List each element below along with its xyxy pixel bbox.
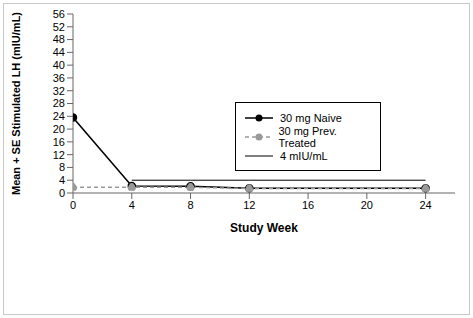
svg-text:24: 24 <box>53 110 65 122</box>
svg-text:16: 16 <box>302 199 314 211</box>
svg-text:Mean + SE Stimulated LH (mIU/m: Mean + SE Stimulated LH (mIU/mL) <box>10 12 22 195</box>
svg-text:40: 40 <box>53 59 65 71</box>
svg-text:12: 12 <box>53 149 65 161</box>
svg-text:4: 4 <box>59 174 65 186</box>
svg-text:0: 0 <box>70 199 76 211</box>
svg-text:12: 12 <box>243 199 255 211</box>
svg-text:52: 52 <box>53 21 65 33</box>
svg-text:4: 4 <box>129 199 135 211</box>
svg-text:36: 36 <box>53 72 65 84</box>
svg-text:16: 16 <box>53 136 65 148</box>
svg-text:32: 32 <box>53 85 65 97</box>
svg-text:8: 8 <box>187 199 193 211</box>
svg-text:28: 28 <box>53 97 65 109</box>
html-text:30 mg Naive: 30 mg Naive <box>280 111 342 124</box>
svg-text:0: 0 <box>59 187 65 199</box>
svg-text:Study Week: Study Week <box>230 221 298 235</box>
svg-text:44: 44 <box>53 46 65 58</box>
html-text:4 mIU/mL: 4 mIU/mL <box>280 149 328 162</box>
svg-text:48: 48 <box>53 33 65 45</box>
svg-text:56: 56 <box>53 8 65 20</box>
svg-text:20: 20 <box>361 199 373 211</box>
svg-text:20: 20 <box>53 123 65 135</box>
html-text:30 mg Prev. Treated: 30 mg Prev. Treated <box>278 124 337 149</box>
svg-text:24: 24 <box>419 199 431 211</box>
svg-text:8: 8 <box>59 161 65 173</box>
